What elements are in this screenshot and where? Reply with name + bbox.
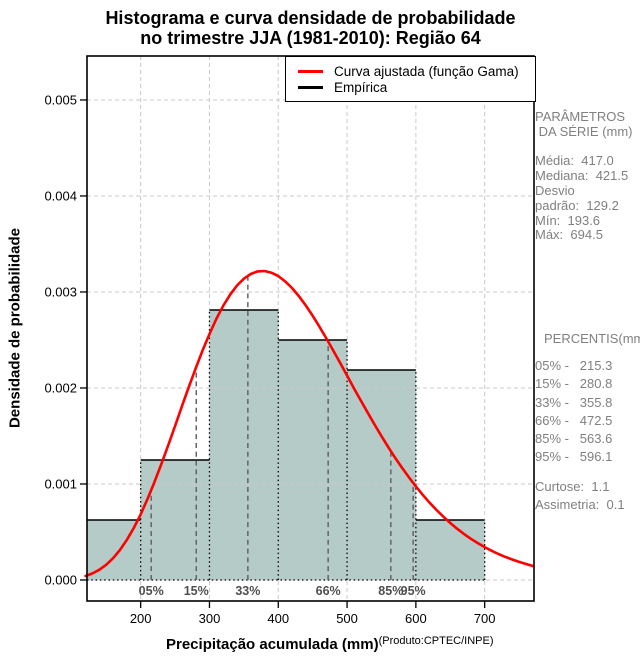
y-tick-label: 0.002 xyxy=(44,381,77,396)
percentile-label: 33% xyxy=(235,584,260,598)
percentiles-list: 05% - 215.3 15% - 280.8 33% - 355.8 66% … xyxy=(535,358,613,465)
histogram-bar xyxy=(209,309,279,580)
legend-label-fitted-curve: Curva ajustada (função Gama) xyxy=(334,64,519,79)
kurtosis-skewness-stats: Curtose: 1.1 Assimetria: 0.1 xyxy=(535,479,625,513)
x-tick-label: 600 xyxy=(405,611,427,626)
percentile-label: 95% xyxy=(401,584,426,598)
percentile-label: 05% xyxy=(139,584,164,598)
legend-label-empirical: Empírica xyxy=(334,80,388,95)
y-tick-label: 0.004 xyxy=(44,189,77,204)
x-tick-label: 500 xyxy=(336,611,358,626)
legend-item-empirical: Empírica xyxy=(298,80,535,95)
y-axis-title: Densidade de probabilidade xyxy=(6,227,24,429)
x-axis-title: Precipitação acumulada (mm) xyxy=(166,636,379,653)
chart-title-line1: Histograma e curva densidade de probabil… xyxy=(105,8,516,28)
legend-box: Curva ajustada (função Gama) Empírica xyxy=(285,56,536,102)
histogram-bar xyxy=(347,369,416,580)
chart-title-line2: no trimestre JJA (1981-2010): Região 64 xyxy=(140,28,481,48)
x-tick-label: 300 xyxy=(199,611,221,626)
x-tick-label: 400 xyxy=(267,611,289,626)
legend-item-fitted-curve: Curva ajustada (função Gama) xyxy=(298,64,535,79)
x-tick-label: 200 xyxy=(130,611,152,626)
product-credit: (Produto:CPTEC/INPE) xyxy=(378,635,494,647)
histogram-bar xyxy=(140,459,210,580)
y-tick-label: 0.000 xyxy=(44,573,77,588)
red-line-icon xyxy=(298,70,323,73)
y-tick-label: 0.005 xyxy=(44,93,77,108)
y-tick-label: 0.001 xyxy=(44,477,77,492)
percentile-label: 66% xyxy=(316,584,341,598)
series-parameters-panel: PARÂMETROS DA SÉRIE (mm) Média: 417.0 Me… xyxy=(535,109,633,243)
x-axis-title-row: Precipitação acumulada (mm) (Produto:CPT… xyxy=(166,635,494,653)
histogram-bar xyxy=(278,339,348,580)
x-tick-label: 700 xyxy=(474,611,496,626)
black-line-icon xyxy=(298,86,323,89)
histogram-bar xyxy=(415,519,485,580)
y-tick-label: 0.003 xyxy=(44,285,77,300)
percentile-label: 85% xyxy=(378,584,403,598)
chart-title: Histograma e curva densidade de probabil… xyxy=(87,8,534,48)
percentile-label: 15% xyxy=(184,584,209,598)
percentiles-header: PERCENTIS(mm) xyxy=(544,331,640,346)
gamma-curve-path xyxy=(84,269,535,578)
